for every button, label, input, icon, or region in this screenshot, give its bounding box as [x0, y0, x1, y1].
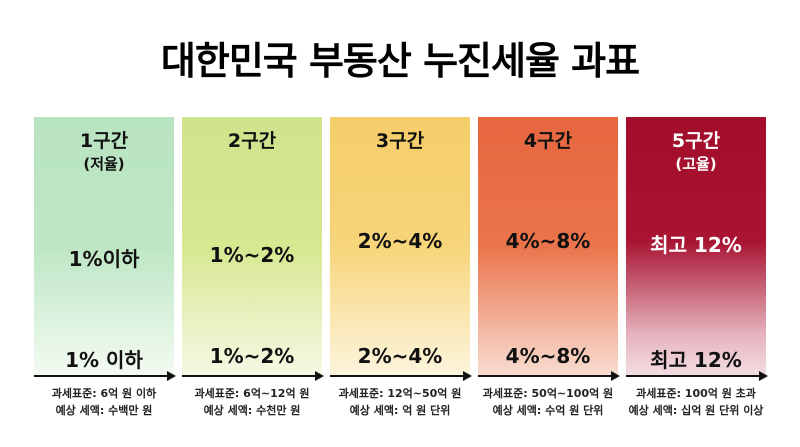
tax-base-text: 과세표준: 12억~50억 원: [338, 387, 462, 400]
tax-base-text: 과세표준: 100억 원 초과: [636, 387, 756, 400]
bracket-4-description: 과세표준: 50억~100억 원 예상 세액: 수억 원 단위: [468, 385, 628, 419]
expected-tax-text: 예상 세액: 십억 원 단위 이상: [628, 404, 764, 417]
bracket-1-description: 과세표준: 6억 원 이하 예상 세액: 수백만 원: [24, 385, 184, 419]
arrow-icon: [330, 371, 472, 381]
bracket-label: 3구간: [375, 130, 425, 152]
arrow-icon: [626, 371, 768, 381]
arrow-icon: [478, 371, 620, 381]
bracket-rate: 4%~8%: [505, 229, 591, 253]
arrow-icon: [34, 371, 176, 381]
bracket-2-description: 과세표준: 6억~12억 원 예상 세액: 수천만 원: [172, 385, 332, 419]
bracket-rate: 2%~4%: [357, 229, 443, 253]
bracket-rate: 최고 12%: [650, 233, 742, 257]
expected-tax-text: 예상 세액: 수억 원 단위: [492, 404, 604, 417]
arrow-icon: [182, 371, 324, 381]
bracket-label: 5구간: [671, 130, 721, 152]
bracket-label: 4구간: [523, 130, 573, 152]
bracket-rate-bottom: 1% 이하: [65, 348, 143, 372]
tax-base-text: 과세표준: 6억 원 이하: [51, 387, 157, 400]
bracket-label: 2구간: [227, 130, 277, 152]
expected-tax-text: 예상 세액: 수백만 원: [55, 404, 153, 417]
bracket-1-card: 1구간 (저율) 1%이하 1% 이하: [34, 117, 174, 375]
expected-tax-text: 예상 세액: 수천만 원: [203, 404, 301, 417]
bracket-2-card: 2구간 1%~2% 1%~2%: [182, 117, 322, 375]
tax-base-text: 과세표준: 50억~100억 원: [482, 387, 614, 400]
bracket-sublabel: (저율): [83, 155, 125, 173]
bracket-rate-bottom: 4%~8%: [505, 344, 591, 368]
bracket-rate-bottom: 2%~4%: [357, 344, 443, 368]
bracket-rate: 1%~2%: [209, 243, 295, 267]
bracket-rate-bottom: 최고 12%: [650, 348, 742, 372]
bracket-3-description: 과세표준: 12억~50억 원 예상 세액: 억 원 단위: [320, 385, 480, 419]
page-title: 대한민국 부동산 누진세율 과표: [160, 39, 640, 83]
bracket-label: 1구간: [79, 130, 129, 152]
bracket-sublabel: (고율): [675, 155, 717, 173]
bracket-3-card: 3구간 2%~4% 2%~4%: [330, 117, 470, 375]
bracket-5-card: 5구간 (고율) 최고 12% 최고 12%: [626, 117, 766, 375]
bracket-rate-bottom: 1%~2%: [209, 344, 295, 368]
expected-tax-text: 예상 세액: 억 원 단위: [349, 404, 451, 417]
tax-base-text: 과세표준: 6억~12억 원: [194, 387, 310, 400]
bracket-5-description: 과세표준: 100억 원 초과 예상 세액: 십억 원 단위 이상: [612, 385, 780, 419]
bracket-rate: 1%이하: [68, 247, 140, 271]
bracket-4-card: 4구간 4%~8% 4%~8%: [478, 117, 618, 375]
